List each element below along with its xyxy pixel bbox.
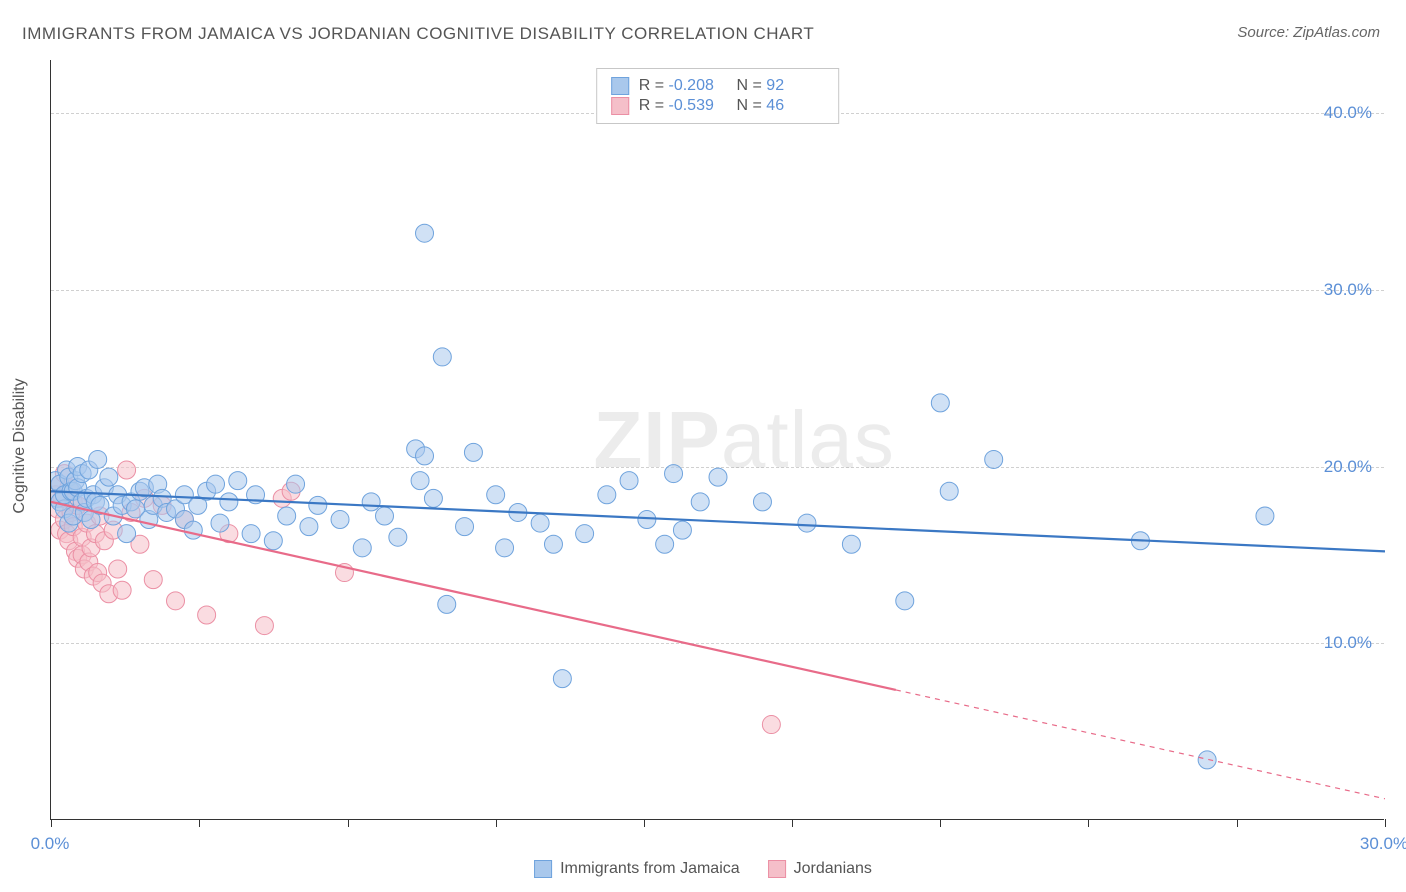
data-point	[842, 535, 860, 553]
data-point	[118, 525, 136, 543]
data-point	[89, 450, 107, 468]
data-point	[691, 493, 709, 511]
swatch-bottom-1	[534, 860, 552, 878]
data-point	[940, 482, 958, 500]
data-point	[544, 535, 562, 553]
xtick	[792, 819, 793, 827]
xtick	[940, 819, 941, 827]
data-point	[207, 475, 225, 493]
data-point	[198, 606, 216, 624]
legend-item-1: Immigrants from Jamaica	[534, 860, 740, 878]
data-point	[1198, 751, 1216, 769]
data-point	[985, 450, 1003, 468]
data-point	[1256, 507, 1274, 525]
data-point	[576, 525, 594, 543]
chart-title: IMMIGRANTS FROM JAMAICA VS JORDANIAN COG…	[22, 24, 814, 44]
data-point	[331, 511, 349, 529]
series-name-1: Immigrants from Jamaica	[560, 860, 740, 878]
xtick	[496, 819, 497, 827]
data-point	[211, 514, 229, 532]
data-point	[656, 535, 674, 553]
data-point	[167, 592, 185, 610]
r-label-1: R = -0.208	[639, 77, 727, 95]
xtick-label: 0.0%	[31, 834, 70, 854]
data-point	[362, 493, 380, 511]
swatch-series-1	[611, 77, 629, 95]
data-point	[309, 496, 327, 514]
data-point	[353, 539, 371, 557]
data-point	[242, 525, 260, 543]
data-point	[109, 560, 127, 578]
xtick	[199, 819, 200, 827]
data-point	[487, 486, 505, 504]
series-legend: Immigrants from Jamaica Jordanians	[534, 860, 872, 878]
trend-line-dashed	[896, 690, 1385, 799]
data-point	[118, 461, 136, 479]
data-point	[553, 670, 571, 688]
data-point	[931, 394, 949, 412]
data-point	[255, 617, 273, 635]
data-point	[709, 468, 727, 486]
plot-svg	[51, 60, 1385, 820]
data-point	[665, 465, 683, 483]
data-point	[416, 447, 434, 465]
source-attribution: Source: ZipAtlas.com	[1237, 24, 1380, 41]
source-name: ZipAtlas.com	[1293, 24, 1380, 41]
r-value-2: -0.539	[669, 97, 727, 115]
n-value-1: 92	[766, 77, 824, 95]
data-point	[220, 493, 238, 511]
legend-item-2: Jordanians	[768, 860, 872, 878]
data-point	[144, 571, 162, 589]
plot-area: ZIPatlas R = -0.208 N = 92 R = -0.539 N …	[50, 60, 1384, 820]
n-label-2: N = 46	[737, 97, 825, 115]
xtick	[1237, 819, 1238, 827]
data-point	[433, 348, 451, 366]
r-label-2: R = -0.539	[639, 97, 727, 115]
data-point	[416, 224, 434, 242]
xtick-label: 30.0%	[1360, 834, 1406, 854]
correlation-legend: R = -0.208 N = 92 R = -0.539 N = 46	[596, 68, 840, 124]
data-point	[411, 472, 429, 490]
data-point	[762, 716, 780, 734]
data-point	[264, 532, 282, 550]
data-point	[229, 472, 247, 490]
n-label-1: N = 92	[737, 77, 825, 95]
data-point	[753, 493, 771, 511]
legend-row-1: R = -0.208 N = 92	[611, 77, 825, 95]
xtick	[348, 819, 349, 827]
data-point	[456, 518, 474, 536]
data-point	[438, 595, 456, 613]
data-point	[620, 472, 638, 490]
data-point	[113, 581, 131, 599]
data-point	[464, 443, 482, 461]
chart-container: IMMIGRANTS FROM JAMAICA VS JORDANIAN COG…	[0, 0, 1406, 892]
legend-row-2: R = -0.539 N = 46	[611, 97, 825, 115]
xtick	[644, 819, 645, 827]
data-point	[287, 475, 305, 493]
data-point	[376, 507, 394, 525]
data-point	[531, 514, 549, 532]
r-value-1: -0.208	[669, 77, 727, 95]
data-point	[673, 521, 691, 539]
data-point	[300, 518, 318, 536]
data-point	[798, 514, 816, 532]
data-point	[389, 528, 407, 546]
data-point	[278, 507, 296, 525]
data-point	[896, 592, 914, 610]
swatch-series-2	[611, 97, 629, 115]
data-point	[638, 511, 656, 529]
data-point	[496, 539, 514, 557]
source-label: Source:	[1237, 24, 1293, 41]
series-name-2: Jordanians	[794, 860, 872, 878]
y-axis-label: Cognitive Disability	[11, 378, 29, 513]
data-point	[598, 486, 616, 504]
swatch-bottom-2	[768, 860, 786, 878]
data-point	[184, 521, 202, 539]
data-point	[424, 489, 442, 507]
xtick	[51, 819, 52, 827]
xtick	[1385, 819, 1386, 827]
data-point	[100, 468, 118, 486]
xtick	[1088, 819, 1089, 827]
n-value-2: 46	[766, 97, 824, 115]
